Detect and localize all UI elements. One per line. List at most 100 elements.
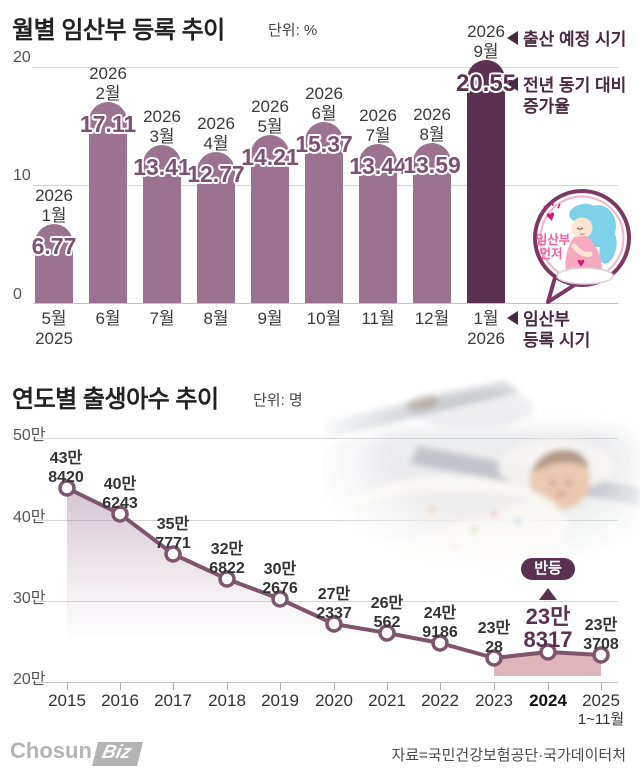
due-month-label: 2026 9월	[467, 22, 505, 61]
bar-2025-05	[35, 224, 73, 303]
legend-growth-rate: 전년 동기 대비 증가율	[507, 75, 626, 117]
year-label: 2019	[261, 691, 299, 710]
point-label-2020: 27만 2337	[316, 586, 352, 622]
births-line-chart	[58, 479, 610, 676]
gridline	[33, 67, 618, 68]
due-month-label: 2026 5월	[251, 97, 289, 136]
arrow-left-icon	[507, 31, 518, 45]
axis-tick	[227, 683, 228, 690]
chosunbiz-logo: Chosun Biz	[10, 738, 143, 766]
year-label: 2016	[101, 691, 139, 710]
due-month-label: 2026 7월	[359, 106, 397, 145]
bar-2026-01-highlight	[467, 60, 505, 303]
arrow-up-icon	[539, 588, 557, 600]
bar-value: 13.59	[403, 152, 461, 178]
top-chart-unit: 단위: %	[268, 22, 318, 39]
data-point-markers	[58, 479, 610, 667]
point-label-2019: 30만 2676	[262, 561, 298, 597]
x-axis-label: 12월	[414, 309, 450, 328]
bottom-chart-unit: 단위: 명	[253, 392, 303, 409]
y-tick-label: 20	[13, 49, 31, 66]
bar-value: 13.44	[349, 153, 407, 179]
due-month-label: 2026 3월	[143, 107, 181, 146]
due-month-label: 2026 1월	[35, 186, 73, 225]
bar-value: 6.77	[31, 233, 77, 259]
bar-value: 17.11	[79, 111, 137, 137]
axis-tick	[440, 683, 441, 690]
belly-heart-icon: ♥	[577, 255, 585, 270]
bar-2025-09	[251, 135, 289, 303]
bassinet-scene	[304, 380, 640, 580]
year-label: 2018	[208, 691, 246, 710]
heart-icon: ♥	[545, 207, 558, 226]
year-label: 2022	[421, 691, 459, 710]
bar-value-highlight: 20.55	[455, 70, 517, 97]
legend-registration-time: 임산부 등록 시기	[507, 309, 590, 351]
x-axis-label: 10월	[306, 309, 342, 328]
y-tick-label: 10	[13, 167, 31, 184]
year-label: 2023	[475, 691, 513, 710]
bottom-chart-title: 연도별 출생아수 추이	[12, 386, 219, 413]
due-month-label: 2026 6월	[305, 84, 343, 123]
bar-value: 13.41	[133, 154, 191, 180]
due-month-label: 2026 8월	[413, 105, 451, 144]
x-axis-line	[33, 682, 618, 683]
baby-hair	[532, 449, 589, 472]
y-tick-label: 30만	[13, 590, 46, 607]
x-axis-label: 6월	[95, 309, 121, 328]
point-label-2015: 43만 8420	[48, 450, 84, 486]
data-source-credit: 자료=국민건강보험공단·국가데이터처	[391, 747, 626, 764]
bar-value: 14.21	[241, 144, 299, 170]
x-axis-line	[33, 303, 618, 304]
pregnant-woman-illustration: ♥ ♥	[543, 200, 617, 285]
bar-value: 12.77	[187, 161, 245, 187]
logo-text: Chosun	[10, 738, 92, 763]
due-month-label: 2026 2월	[89, 64, 127, 103]
y-tick-label: 0	[13, 286, 22, 303]
year-label: 2017	[154, 691, 192, 710]
x-axis-label: 9월	[257, 309, 283, 328]
point-label-2023: 23만 28	[477, 620, 511, 656]
arrow-left-icon	[507, 311, 518, 325]
point-label-2016: 40만 6243	[102, 476, 138, 512]
point-label-2021: 26만 562	[370, 595, 404, 631]
badge-text: 임산부	[536, 232, 571, 247]
logo-biz-flag: Biz	[91, 742, 143, 766]
pregnant-woman-badge: ♥ ♥ 임산부 먼저	[533, 189, 631, 304]
year-label-2024: 2024	[529, 691, 567, 710]
y-tick-label: 40만	[13, 509, 46, 526]
sparkle-icon	[543, 200, 561, 211]
axis-tick	[334, 683, 335, 690]
x-axis-label: 8월	[203, 309, 229, 328]
axis-tick	[280, 683, 281, 690]
area-fill-rebound	[494, 652, 601, 676]
axis-tick	[494, 683, 495, 690]
top-chart-title: 월별 임산부 등록 추이	[12, 17, 225, 44]
axis-tick	[601, 683, 602, 690]
badge-text: 먼저	[539, 246, 562, 261]
gridline	[33, 601, 618, 602]
gridline	[33, 520, 618, 521]
axis-tick	[120, 683, 121, 690]
bar-2025-10	[305, 122, 343, 303]
point-label-2025: 23만 3708	[583, 617, 619, 653]
x-axis-label: 5월 2025	[35, 309, 73, 348]
gridline	[33, 438, 618, 439]
y-tick-label: 20만	[13, 671, 46, 688]
bar-2025-11	[359, 144, 397, 303]
x-axis-label: 7월	[149, 309, 175, 328]
point-label-2022: 24만 9186	[422, 605, 458, 641]
bar-2025-12	[413, 143, 451, 303]
point-label-2017: 35만 7771	[155, 516, 191, 552]
point-label-2018: 32만 6822	[209, 541, 245, 577]
bar-value: 15.37	[295, 131, 353, 157]
point-label-2024-highlight: 23만 8317	[523, 604, 573, 652]
year-label-2025: 2025 1~11월	[577, 691, 625, 728]
due-month-label: 2026 4월	[197, 114, 235, 153]
newborn-baby-photo	[304, 370, 640, 580]
y-tick-label: 50만	[13, 427, 46, 444]
year-label: 2021	[368, 691, 406, 710]
bar-2025-07	[143, 145, 181, 303]
axis-tick	[173, 683, 174, 690]
